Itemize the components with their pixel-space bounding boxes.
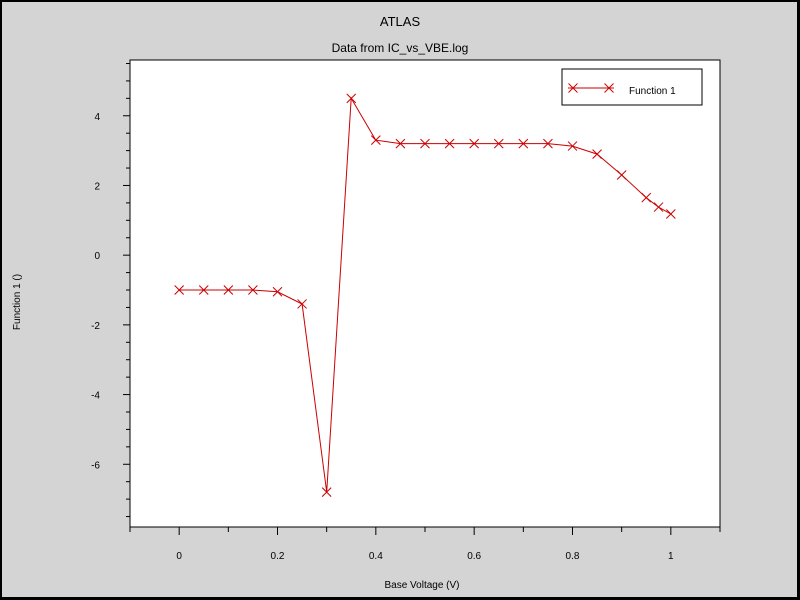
data-point-marker: [493, 138, 504, 149]
x-axis-label: Base Voltage (V): [384, 580, 459, 591]
data-point-marker: [592, 149, 602, 159]
legend-markers: [568, 83, 614, 93]
chart-title: ATLAS: [380, 14, 421, 29]
data-point-marker: [198, 285, 209, 295]
y-tick-label: 4: [94, 112, 100, 123]
data-point-marker: [370, 135, 381, 146]
x-tick-label: 0.6: [467, 551, 481, 562]
legend-marker: [568, 83, 578, 93]
data-point-marker: [665, 209, 676, 219]
data-point-marker: [616, 170, 627, 180]
data-point-marker: [567, 141, 578, 151]
x-axis: 0 0.2 0.4 0.6 0.8 1: [129, 527, 721, 562]
y-axis: -6 -4 -2 0 2 4: [91, 62, 130, 518]
data-point-marker: [543, 138, 553, 149]
y-tick-label: -4: [91, 391, 100, 402]
data-point-marker: [248, 285, 258, 295]
y-axis-label: Function 1 (): [12, 274, 23, 330]
plot-area: [129, 59, 721, 528]
data-point-marker: [420, 138, 430, 149]
data-point-marker: [518, 138, 529, 149]
series-line-function-1: [179, 96, 672, 493]
series-layer: [174, 93, 676, 498]
data-point-marker: [444, 138, 455, 149]
y-tick-label: 2: [94, 181, 100, 192]
y-tick-label: -2: [91, 321, 100, 332]
legend-label-function-1: Function 1: [629, 86, 676, 97]
x-tick-label: 0.2: [271, 551, 285, 562]
data-point-marker: [174, 285, 185, 295]
legend: Function 1: [561, 68, 703, 106]
y-tick-label: 0: [94, 251, 100, 262]
data-point-marker: [653, 202, 664, 212]
x-tick-label: 0.4: [369, 551, 383, 562]
data-point-marker: [297, 299, 307, 309]
data-point-marker: [395, 138, 406, 149]
x-tick-label: 1: [668, 551, 674, 562]
legend-box: [561, 68, 703, 106]
chart-subtitle: Data from IC_vs_VBE.log: [332, 41, 469, 55]
data-point-marker: [272, 286, 283, 297]
legend-marker: [604, 83, 614, 93]
x-tick-label: 0: [176, 551, 182, 562]
data-point-marker: [641, 192, 652, 203]
data-point-marker: [346, 93, 357, 104]
data-point-marker: [223, 285, 234, 295]
data-point-marker: [469, 138, 480, 149]
x-tick-label: 0.8: [566, 551, 580, 562]
y-tick-label: -6: [91, 460, 100, 471]
data-point-marker: [321, 487, 332, 498]
